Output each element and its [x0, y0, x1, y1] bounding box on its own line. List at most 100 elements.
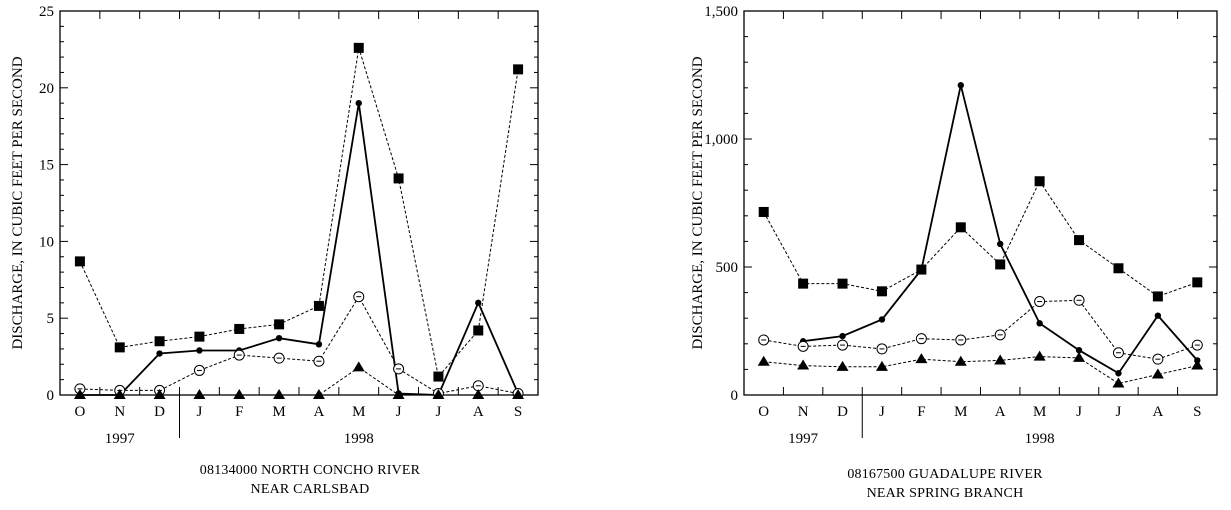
square-point	[995, 259, 1006, 270]
dot-point	[355, 99, 362, 107]
triangle-point	[994, 354, 1007, 365]
triangle-point	[1033, 350, 1046, 361]
series-line-filled-square	[79, 47, 519, 378]
caption-line-1: 08134000 NORTH CONCHO RIVER	[199, 463, 421, 478]
series-line-filled-circle	[79, 103, 519, 396]
year-label: 1997	[105, 431, 136, 447]
square-point	[1152, 291, 1163, 302]
triangle-point	[915, 353, 928, 364]
year-label: 1997	[788, 431, 819, 447]
dot-point	[997, 240, 1004, 248]
x-tick-label: J	[1076, 404, 1082, 420]
y-tick-label: 1,500	[704, 4, 738, 20]
x-tick-label: O	[74, 404, 85, 420]
chart-north-concho: 0 5 10 15 20 25 O N D J F M A M J J A S 1997 1998 DISCHARGE,…	[10, 4, 539, 447]
caption-line-2: NEAR SPRING BRANCH	[866, 486, 1024, 501]
square-point	[1192, 277, 1203, 288]
dot-point	[878, 316, 886, 323]
square-point	[1113, 263, 1124, 274]
x-tick-label: J	[196, 404, 202, 420]
y-axis-label: DISCHARGE, IN CUBIC FEET PER SECOND	[690, 56, 706, 349]
x-tick-label: N	[798, 404, 809, 420]
chart-panel-north-concho: 0 5 10 15 20 25 O N D J F M A M J J A S 1997 1998 DISCHARGE,…	[0, 0, 615, 510]
chart-caption: 08167500 GUADALUPE RIVER NEAR SPRING BRA…	[745, 465, 1145, 503]
square-point	[837, 278, 848, 289]
x-tick-label: M	[272, 404, 285, 420]
square-point	[433, 371, 444, 382]
dot-point	[475, 299, 482, 307]
caption-line-2: NEAR CARLSBAD	[250, 482, 370, 497]
x-tick-label: M	[954, 404, 967, 420]
square-point	[1074, 235, 1085, 246]
triangle-point	[954, 355, 967, 366]
plot-frame	[743, 10, 1218, 396]
year-label: 1998	[1025, 431, 1055, 447]
triangle-point	[352, 361, 365, 372]
series-line-open-circle	[79, 295, 519, 395]
series-line-open-circle	[763, 299, 1198, 360]
square-point	[393, 173, 404, 184]
square-point	[74, 256, 85, 267]
triangle-point	[875, 360, 888, 371]
x-tick-label: J	[396, 404, 402, 420]
x-tick-label: M	[1033, 404, 1046, 420]
dot-point	[275, 334, 283, 342]
x-tick-label: A	[473, 404, 484, 420]
x-tick-label: J	[435, 404, 441, 420]
y-axis-label: DISCHARGE, IN CUBIC FEET PER SECOND	[10, 56, 26, 349]
triangle-point	[1073, 351, 1086, 362]
y-tick-label: 1,000	[704, 132, 738, 148]
x-tick-label: A	[1152, 404, 1163, 420]
x-tick-label: N	[114, 404, 125, 420]
triangle-point	[432, 389, 445, 399]
square-point	[513, 64, 524, 75]
square-point	[274, 319, 285, 330]
x-tick-label: S	[514, 404, 522, 420]
x-tick-label: D	[837, 404, 848, 420]
chart-panel-guadalupe: 0 500 1,000 1,500 O N D J F M A M J J A S 1997 1998 DISCHA…	[615, 0, 1230, 510]
triangle-point	[233, 389, 246, 399]
y-tick-label: 25	[39, 4, 54, 20]
plot-frame	[59, 10, 539, 396]
dot-point	[1154, 312, 1162, 319]
y-tick-label: 0	[47, 388, 55, 404]
x-tick-label: J	[1116, 404, 1122, 420]
square-point	[1034, 176, 1045, 187]
square-point	[313, 300, 324, 311]
dot-point	[1115, 370, 1122, 377]
dot-point	[957, 82, 964, 89]
triangle-point	[73, 389, 86, 399]
dot-point	[1075, 347, 1083, 354]
caption-line-1: 08167500 GUADALUPE RIVER	[847, 467, 1043, 482]
dot-point	[839, 332, 846, 340]
x-tick-label: S	[1193, 404, 1201, 420]
triangle-point	[1191, 359, 1204, 370]
triangle-point	[472, 389, 485, 399]
y-tick-label: 10	[39, 234, 54, 250]
year-label: 1998	[344, 431, 374, 447]
square-point	[758, 206, 769, 217]
triangle-point	[273, 389, 286, 399]
series-line-filled-square	[763, 180, 1198, 297]
series-line-filled-triangle	[763, 356, 1198, 385]
triangle-point	[113, 389, 126, 399]
x-tick-label: J	[879, 404, 885, 420]
x-tick-label: D	[154, 404, 165, 420]
dot-point	[1036, 320, 1043, 327]
triangle-point	[757, 355, 770, 366]
series-line-filled-triangle	[79, 366, 519, 396]
y-tick-label: 5	[47, 311, 55, 327]
dot-point	[156, 350, 163, 357]
dot-point	[918, 266, 925, 273]
y-tick-label: 20	[39, 81, 54, 97]
triangle-point	[392, 389, 405, 399]
x-tick-label: M	[352, 404, 365, 420]
square-point	[154, 336, 165, 347]
x-tick-label: F	[235, 404, 243, 420]
x-tick-label: F	[917, 404, 925, 420]
triangle-point	[312, 389, 325, 399]
y-tick-label: 500	[716, 260, 739, 276]
square-point	[473, 325, 484, 336]
y-tick-label: 0	[731, 388, 739, 404]
dot-point	[315, 341, 323, 348]
